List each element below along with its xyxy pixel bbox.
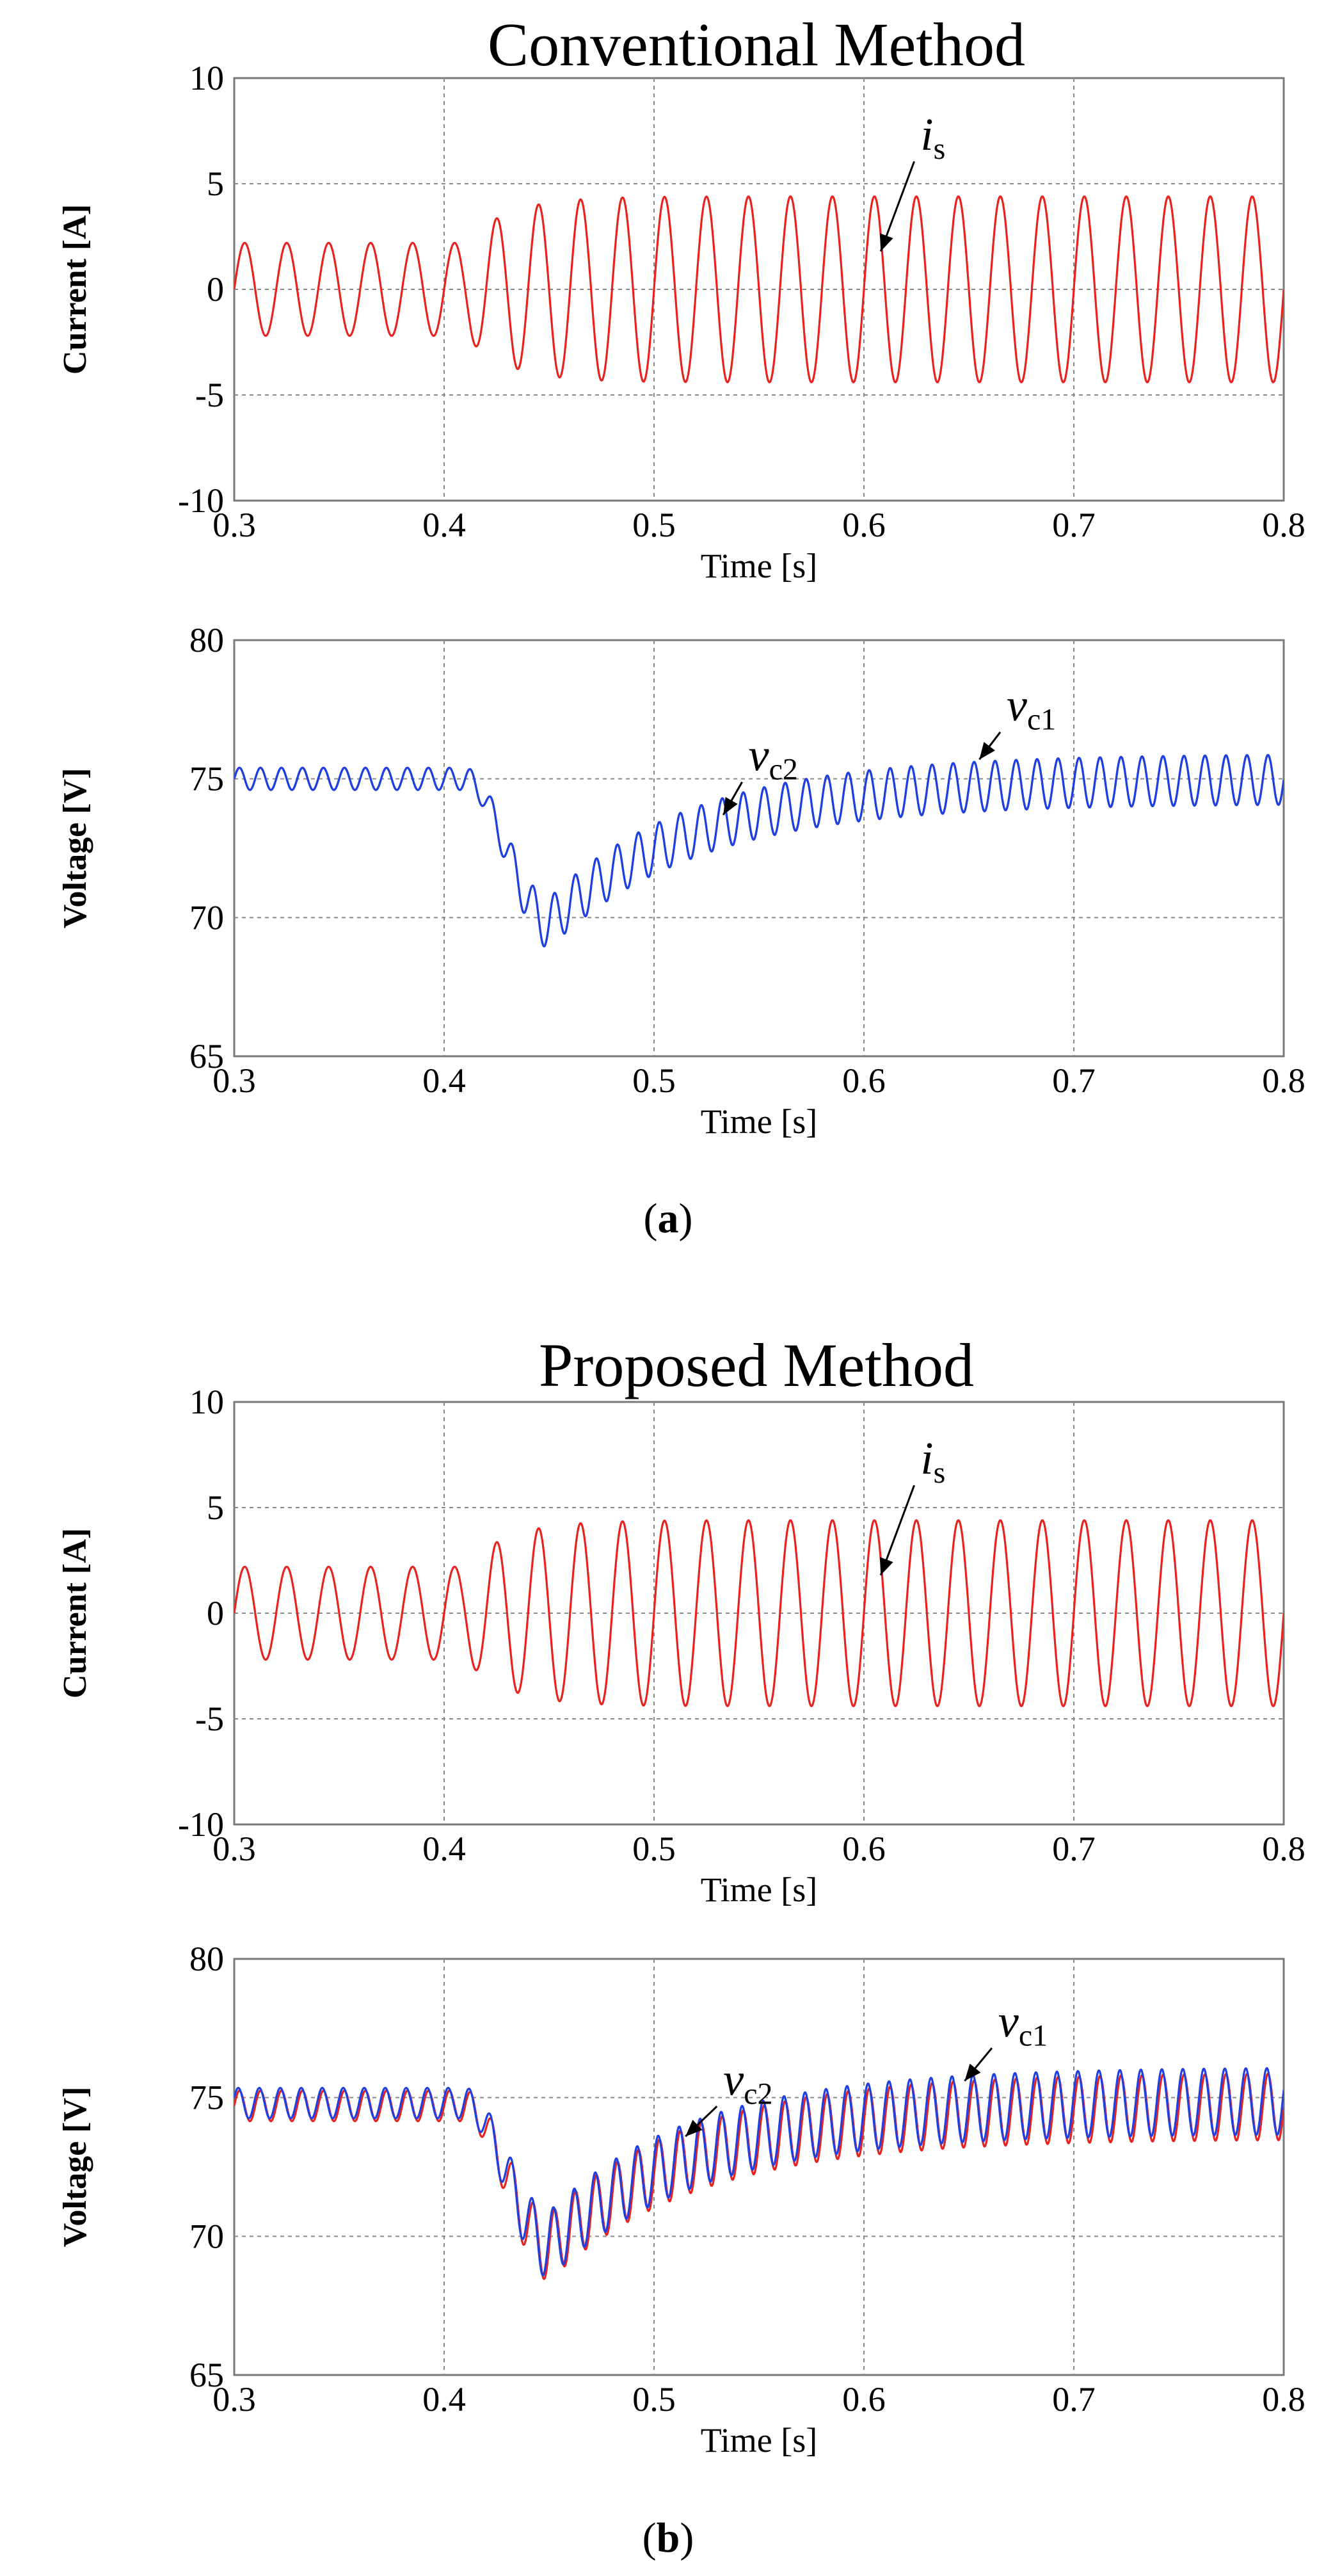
series-line-i-s — [234, 195, 1284, 383]
series-line-v-c2 — [234, 753, 1284, 948]
x-tick-label: 0.7 — [1052, 2380, 1096, 2419]
annotation-label-v-c1: vc1 — [1007, 680, 1056, 737]
y-tick-label: 80 — [189, 621, 224, 659]
x-tick-label: 0.4 — [422, 2380, 466, 2419]
y-tick-label: 80 — [189, 1940, 224, 1978]
y-tick-label: 10 — [189, 59, 224, 97]
x-tick-label: 0.8 — [1262, 506, 1305, 544]
y-axis-label: Voltage [V] — [57, 2087, 93, 2248]
x-tick-label: 0.7 — [1052, 1061, 1096, 1100]
y-tick-label: 5 — [207, 165, 224, 203]
x-tick-label: 0.7 — [1052, 1830, 1096, 1868]
annotation-label-sub: c1 — [1027, 703, 1056, 737]
annotation-label-sub: s — [934, 132, 946, 166]
x-tick-label: 0.6 — [842, 2380, 886, 2419]
annotation-label-v-c2: vc2 — [749, 730, 798, 787]
annotation-arrowhead-i-s — [880, 233, 893, 252]
annotation-label-i-s: is — [921, 109, 946, 166]
y-tick-label: 75 — [189, 2079, 224, 2117]
voltage-chart-proposed: 0.3 0.4 0.5 0.6 0.7 0.8 65 70 75 80 Time [s] Voltag… — [57, 1940, 1305, 2459]
x-tick-label: 0.5 — [632, 1061, 676, 1100]
y-axis-label: Current [A] — [57, 1528, 93, 1698]
x-tick-label: 0.6 — [842, 506, 886, 544]
x-tick-label: 0.4 — [422, 1830, 466, 1868]
x-tick-label: 0.4 — [422, 1061, 466, 1100]
plot-frame — [233, 639, 1285, 1058]
x-axis-label: Time [s] — [701, 1102, 818, 1141]
y-tick-label: 65 — [189, 2356, 224, 2394]
annotation-label-main: v — [998, 1995, 1019, 2047]
x-axis-label: Time [s] — [701, 2421, 818, 2459]
x-tick-label: 0.7 — [1052, 506, 1096, 544]
annotation-label-v-c1: vc1 — [998, 1995, 1048, 2052]
annotation-arrowhead-v-c2 — [685, 2120, 703, 2137]
plot-frame — [233, 1958, 1285, 2376]
y-tick-label: 5 — [207, 1488, 224, 1527]
x-tick-label: 0.8 — [1262, 2380, 1305, 2419]
y-axis-label: Voltage [V] — [57, 768, 93, 929]
x-tick-label: 0.3 — [212, 2380, 256, 2419]
annotation-label-v-c2: vc2 — [723, 2054, 772, 2111]
current-chart-proposed: 0.3 0.4 0.5 0.6 0.7 0.8 -10 -5 0 5 10 Time [s] Curre… — [57, 1383, 1305, 1909]
x-tick-label: 0.5 — [632, 506, 676, 544]
x-tick-label: 0.4 — [422, 506, 466, 544]
x-tick-label: 0.6 — [842, 1061, 886, 1100]
x-tick-label: 0.6 — [842, 1830, 886, 1868]
annotation-label-i-s: is — [921, 1433, 946, 1490]
x-tick-label: 0.8 — [1262, 1061, 1305, 1100]
y-tick-label: 10 — [189, 1383, 224, 1421]
y-tick-label: 75 — [189, 760, 224, 798]
annotation-label-main: v — [749, 730, 769, 781]
annotation-label-sub: c2 — [769, 753, 798, 787]
x-tick-label: 0.8 — [1262, 1830, 1305, 1868]
x-axis-label: Time [s] — [701, 547, 818, 585]
chart-title-conventional: Conventional Method — [488, 10, 1025, 79]
y-tick-label: 0 — [207, 1594, 224, 1632]
annotation-label-main: i — [921, 109, 934, 160]
chart-title-proposed: Proposed Method — [539, 1331, 974, 1399]
y-tick-label: 0 — [207, 270, 224, 309]
series-line-v-c2 — [234, 2067, 1284, 2276]
caption-a: (a) — [644, 1195, 693, 1242]
current-chart-conventional: 0.3 0.4 0.5 0.6 0.7 0.8 -10 -5 0 5 10 Time [s] Curre… — [57, 59, 1305, 585]
annotation-label-main: v — [723, 2054, 744, 2105]
y-tick-label: 70 — [189, 898, 224, 937]
voltage-chart-conventional: 0.3 0.4 0.5 0.6 0.7 0.8 65 70 75 80 Time [s] Voltag… — [57, 621, 1305, 1141]
caption-b: (b) — [643, 2515, 694, 2561]
y-tick-label: 65 — [189, 1037, 224, 1075]
y-tick-label: -10 — [178, 1805, 224, 1844]
annotation-arrowhead-v-c2 — [723, 796, 738, 815]
y-tick-label: -10 — [178, 481, 224, 520]
x-tick-label: 0.5 — [632, 2380, 676, 2419]
annotation-arrowhead-v-c1 — [979, 741, 995, 760]
y-tick-label: -5 — [195, 1700, 224, 1738]
x-tick-label: 0.5 — [632, 1830, 676, 1868]
annotation-label-sub: c1 — [1019, 2018, 1048, 2052]
y-tick-label: -5 — [195, 376, 224, 414]
annotation-label-sub: s — [934, 1456, 946, 1490]
annotation-label-main: v — [1007, 680, 1027, 731]
x-tick-label: 0.3 — [212, 1061, 256, 1100]
x-tick-label: 0.3 — [212, 1830, 256, 1868]
annotation-arrowhead-i-s — [880, 1557, 893, 1575]
annotation-arrowhead-v-c1 — [964, 2063, 981, 2081]
x-axis-label: Time [s] — [701, 1871, 818, 1909]
annotation-label-main: i — [921, 1433, 934, 1484]
x-tick-label: 0.3 — [212, 506, 256, 544]
series-line-i-s — [234, 1519, 1284, 1707]
y-axis-label: Current [A] — [57, 204, 93, 374]
y-tick-label: 70 — [189, 2217, 224, 2255]
annotation-label-sub: c2 — [744, 2077, 772, 2111]
